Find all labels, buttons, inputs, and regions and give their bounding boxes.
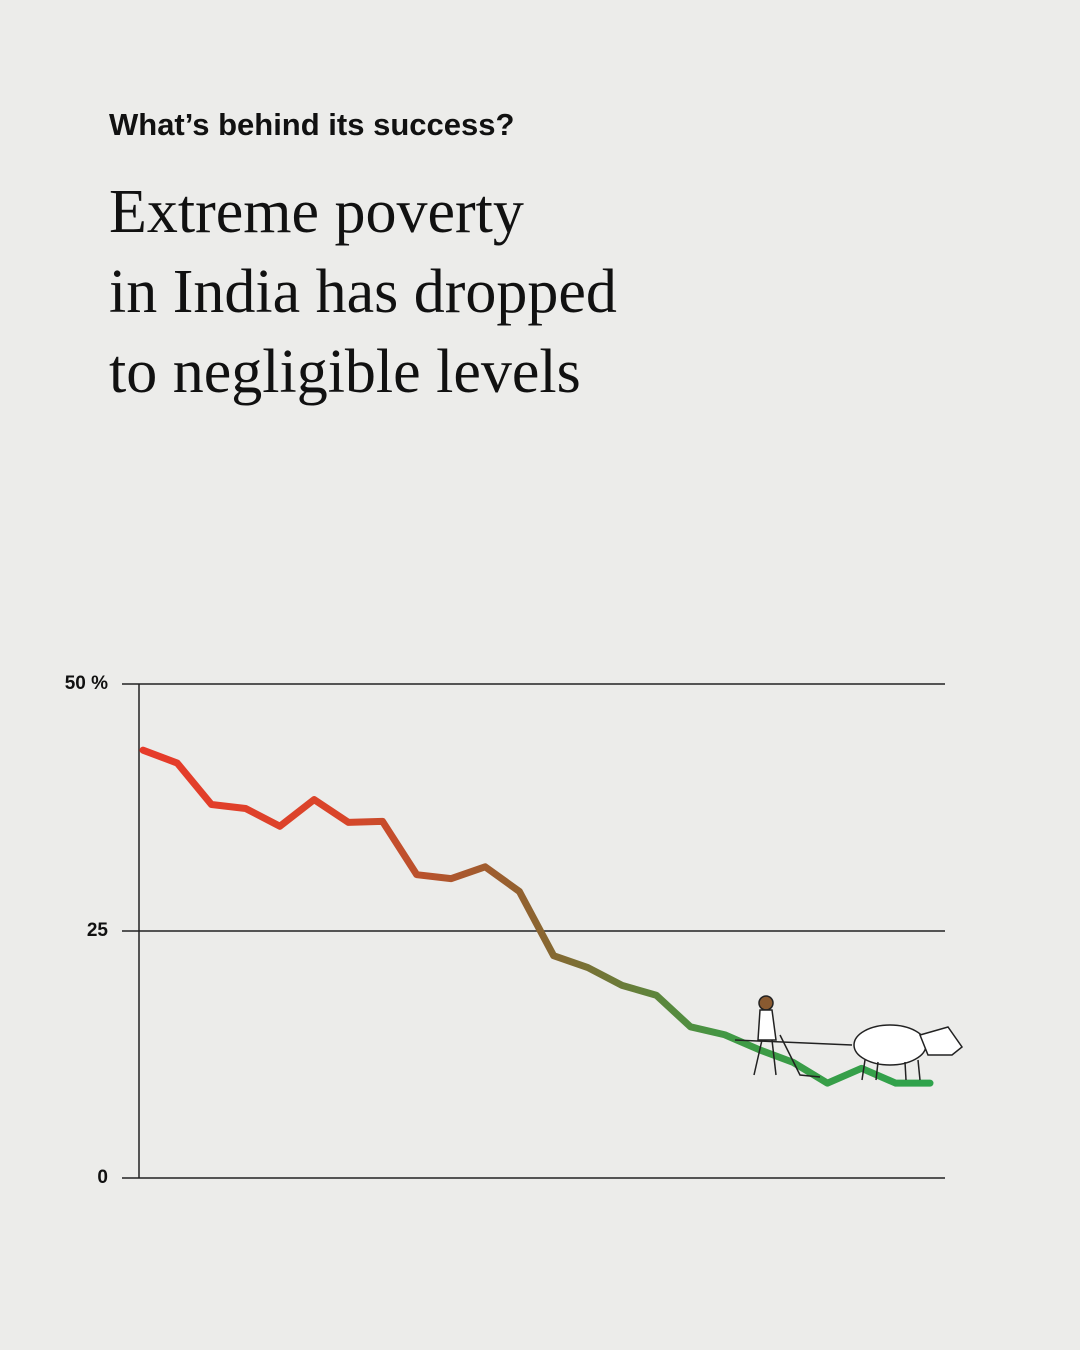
y-tick-label: 0 [97, 1167, 108, 1188]
y-tick-label: 25 [87, 920, 109, 941]
plough-illustration [734, 995, 964, 1081]
title-line: Extreme poverty [109, 178, 524, 246]
subtitle: What’s behind its success? [109, 107, 514, 142]
title-line: to negligible levels [109, 338, 581, 406]
y-tick-label: 50 % [65, 673, 108, 694]
title-line: in India has dropped [109, 258, 617, 326]
data-line [139, 746, 934, 1087]
